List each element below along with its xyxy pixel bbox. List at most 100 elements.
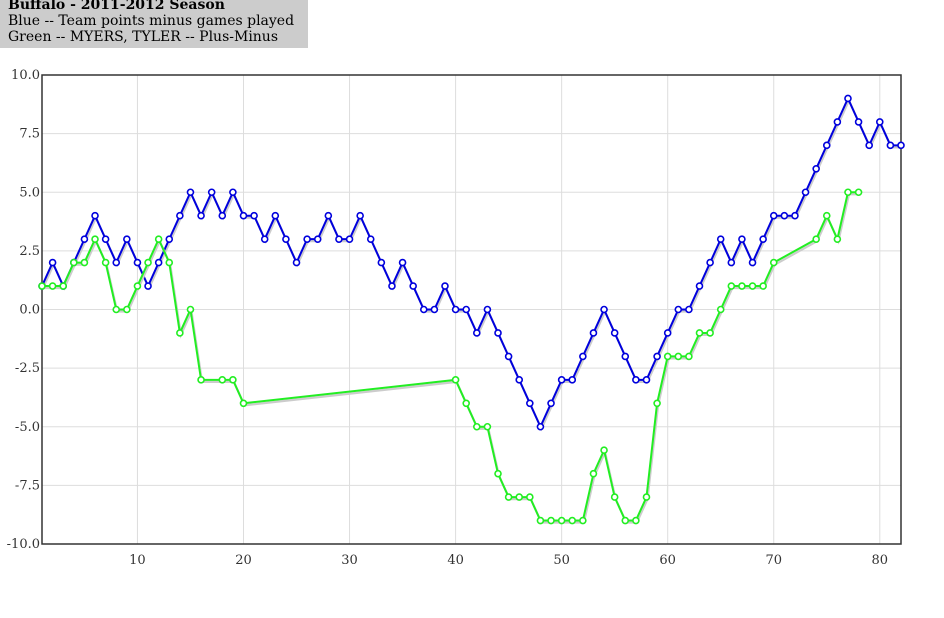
y-tick-label: -2.5 xyxy=(15,361,40,376)
data-point xyxy=(663,352,672,361)
data-point xyxy=(144,258,152,267)
data-point xyxy=(430,305,439,314)
data-point xyxy=(473,329,481,337)
data-point xyxy=(759,235,767,243)
axes: -10.0 -7.5 -5.0 -2.5 0.0 2.5 5.0 7.5 10.0 10 20 30 4… xyxy=(7,68,902,568)
data-point xyxy=(441,282,449,290)
data-point xyxy=(589,329,598,337)
data-point xyxy=(377,258,386,267)
data-point xyxy=(303,235,311,243)
data-point xyxy=(769,211,778,220)
data-point xyxy=(716,305,725,314)
plot-frame xyxy=(41,74,902,545)
data-point xyxy=(706,258,714,267)
y-tick-label: -10.0 xyxy=(7,537,40,552)
data-point xyxy=(133,258,142,267)
y-tick-label: 5.0 xyxy=(19,185,40,200)
x-tick-label: 10 xyxy=(129,553,146,568)
series-shadow xyxy=(43,193,860,524)
data-point xyxy=(759,282,767,290)
data-point xyxy=(218,376,227,384)
data-point xyxy=(579,352,587,361)
series-layer xyxy=(38,94,905,525)
data-point xyxy=(229,376,237,384)
data-point xyxy=(695,329,704,337)
data-point xyxy=(250,211,258,220)
data-point xyxy=(473,422,481,431)
data-point xyxy=(398,258,407,267)
data-point xyxy=(621,516,630,525)
x-tick-label: 50 xyxy=(553,553,570,568)
data-point xyxy=(91,235,99,243)
data-point xyxy=(282,235,290,243)
data-point xyxy=(494,469,502,478)
data-point xyxy=(366,235,375,243)
data-point xyxy=(769,258,778,267)
data-point xyxy=(80,235,89,243)
data-point xyxy=(822,211,831,220)
data-point xyxy=(123,305,131,314)
data-point xyxy=(727,282,736,290)
data-point xyxy=(515,493,524,501)
data-point xyxy=(271,211,280,220)
data-point xyxy=(547,516,555,525)
grid xyxy=(42,74,901,545)
data-point xyxy=(526,399,534,408)
data-point xyxy=(345,235,354,243)
data-point xyxy=(632,516,640,525)
chart-title: Buffalo - 2011-2012 Season xyxy=(8,0,225,13)
data-point xyxy=(239,399,248,408)
data-point xyxy=(738,235,746,243)
data-point xyxy=(80,258,89,267)
x-tick-label: 30 xyxy=(341,553,358,568)
data-point xyxy=(313,235,322,243)
data-point xyxy=(610,329,619,337)
data-point xyxy=(674,305,683,314)
y-tick-label: 7.5 xyxy=(19,127,40,142)
data-point xyxy=(875,118,884,126)
data-point xyxy=(716,235,725,243)
data-point xyxy=(483,305,492,314)
data-point xyxy=(653,399,661,408)
data-point xyxy=(165,258,174,267)
data-point xyxy=(897,141,905,150)
x-tick-label: 80 xyxy=(872,553,889,568)
data-point xyxy=(101,235,110,243)
data-point xyxy=(197,376,205,384)
data-point xyxy=(536,516,545,525)
data-point xyxy=(176,211,184,220)
data-point xyxy=(48,258,57,267)
series-line xyxy=(42,191,859,522)
data-point xyxy=(557,376,566,384)
data-point xyxy=(292,258,301,267)
data-point xyxy=(632,376,640,384)
data-point xyxy=(239,211,248,220)
data-point xyxy=(515,376,524,384)
data-point xyxy=(70,258,78,267)
data-point xyxy=(112,305,121,314)
data-point xyxy=(568,516,577,525)
data-point xyxy=(600,305,608,314)
data-point xyxy=(197,211,205,220)
data-point xyxy=(579,516,587,525)
data-point xyxy=(748,282,757,290)
data-point xyxy=(207,188,216,197)
data-point xyxy=(685,305,693,314)
data-point xyxy=(186,188,195,197)
data-point xyxy=(186,305,195,314)
data-point xyxy=(154,235,163,243)
data-point xyxy=(854,118,863,126)
series-team-points xyxy=(38,94,905,432)
data-point xyxy=(504,493,513,501)
data-point xyxy=(176,329,184,337)
data-point xyxy=(494,329,502,337)
data-point xyxy=(218,211,227,220)
data-point xyxy=(706,329,714,337)
data-point xyxy=(451,376,460,384)
data-point xyxy=(133,282,142,290)
data-point xyxy=(91,211,99,220)
chart-legend: Buffalo - 2011-2012 Season Blue -- Team … xyxy=(0,0,308,48)
data-point xyxy=(822,141,831,150)
data-point xyxy=(589,469,598,478)
data-point xyxy=(865,141,873,150)
